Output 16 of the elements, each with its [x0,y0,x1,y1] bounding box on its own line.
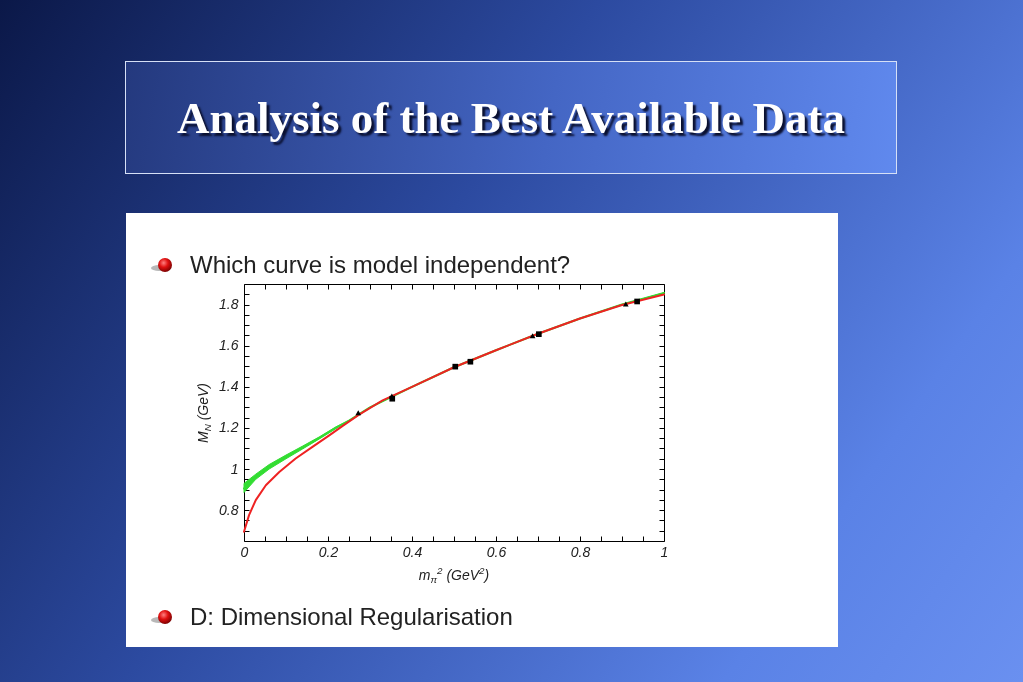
x-tick-label: 0 [240,543,249,560]
x-tick-label: 0.2 [318,543,339,560]
y-tick-label: 0.8 [219,501,239,518]
y-tick-label: 1 [230,460,239,477]
x-tick-label: 0.6 [486,543,507,560]
x-tick-label: 1 [660,543,669,560]
x-tick-label: 0.8 [570,543,591,560]
x-axis-title: m$_{π}$$^{2}$ (GeV$^{2}$) [418,565,490,586]
text: D: Dimensional Regularisation [190,603,513,631]
x-tick-label: 0.4 [402,543,423,560]
chart-subtitle: Which curve is model independent? [190,251,571,279]
y-tick-label: 1.8 [219,296,239,313]
chart-title: Analysis of the Best Available Data [177,91,845,144]
y-tick-label: 1.4 [219,378,239,395]
y-tick-label: 1.2 [219,419,239,436]
y-tick-label: 1.6 [219,337,239,354]
